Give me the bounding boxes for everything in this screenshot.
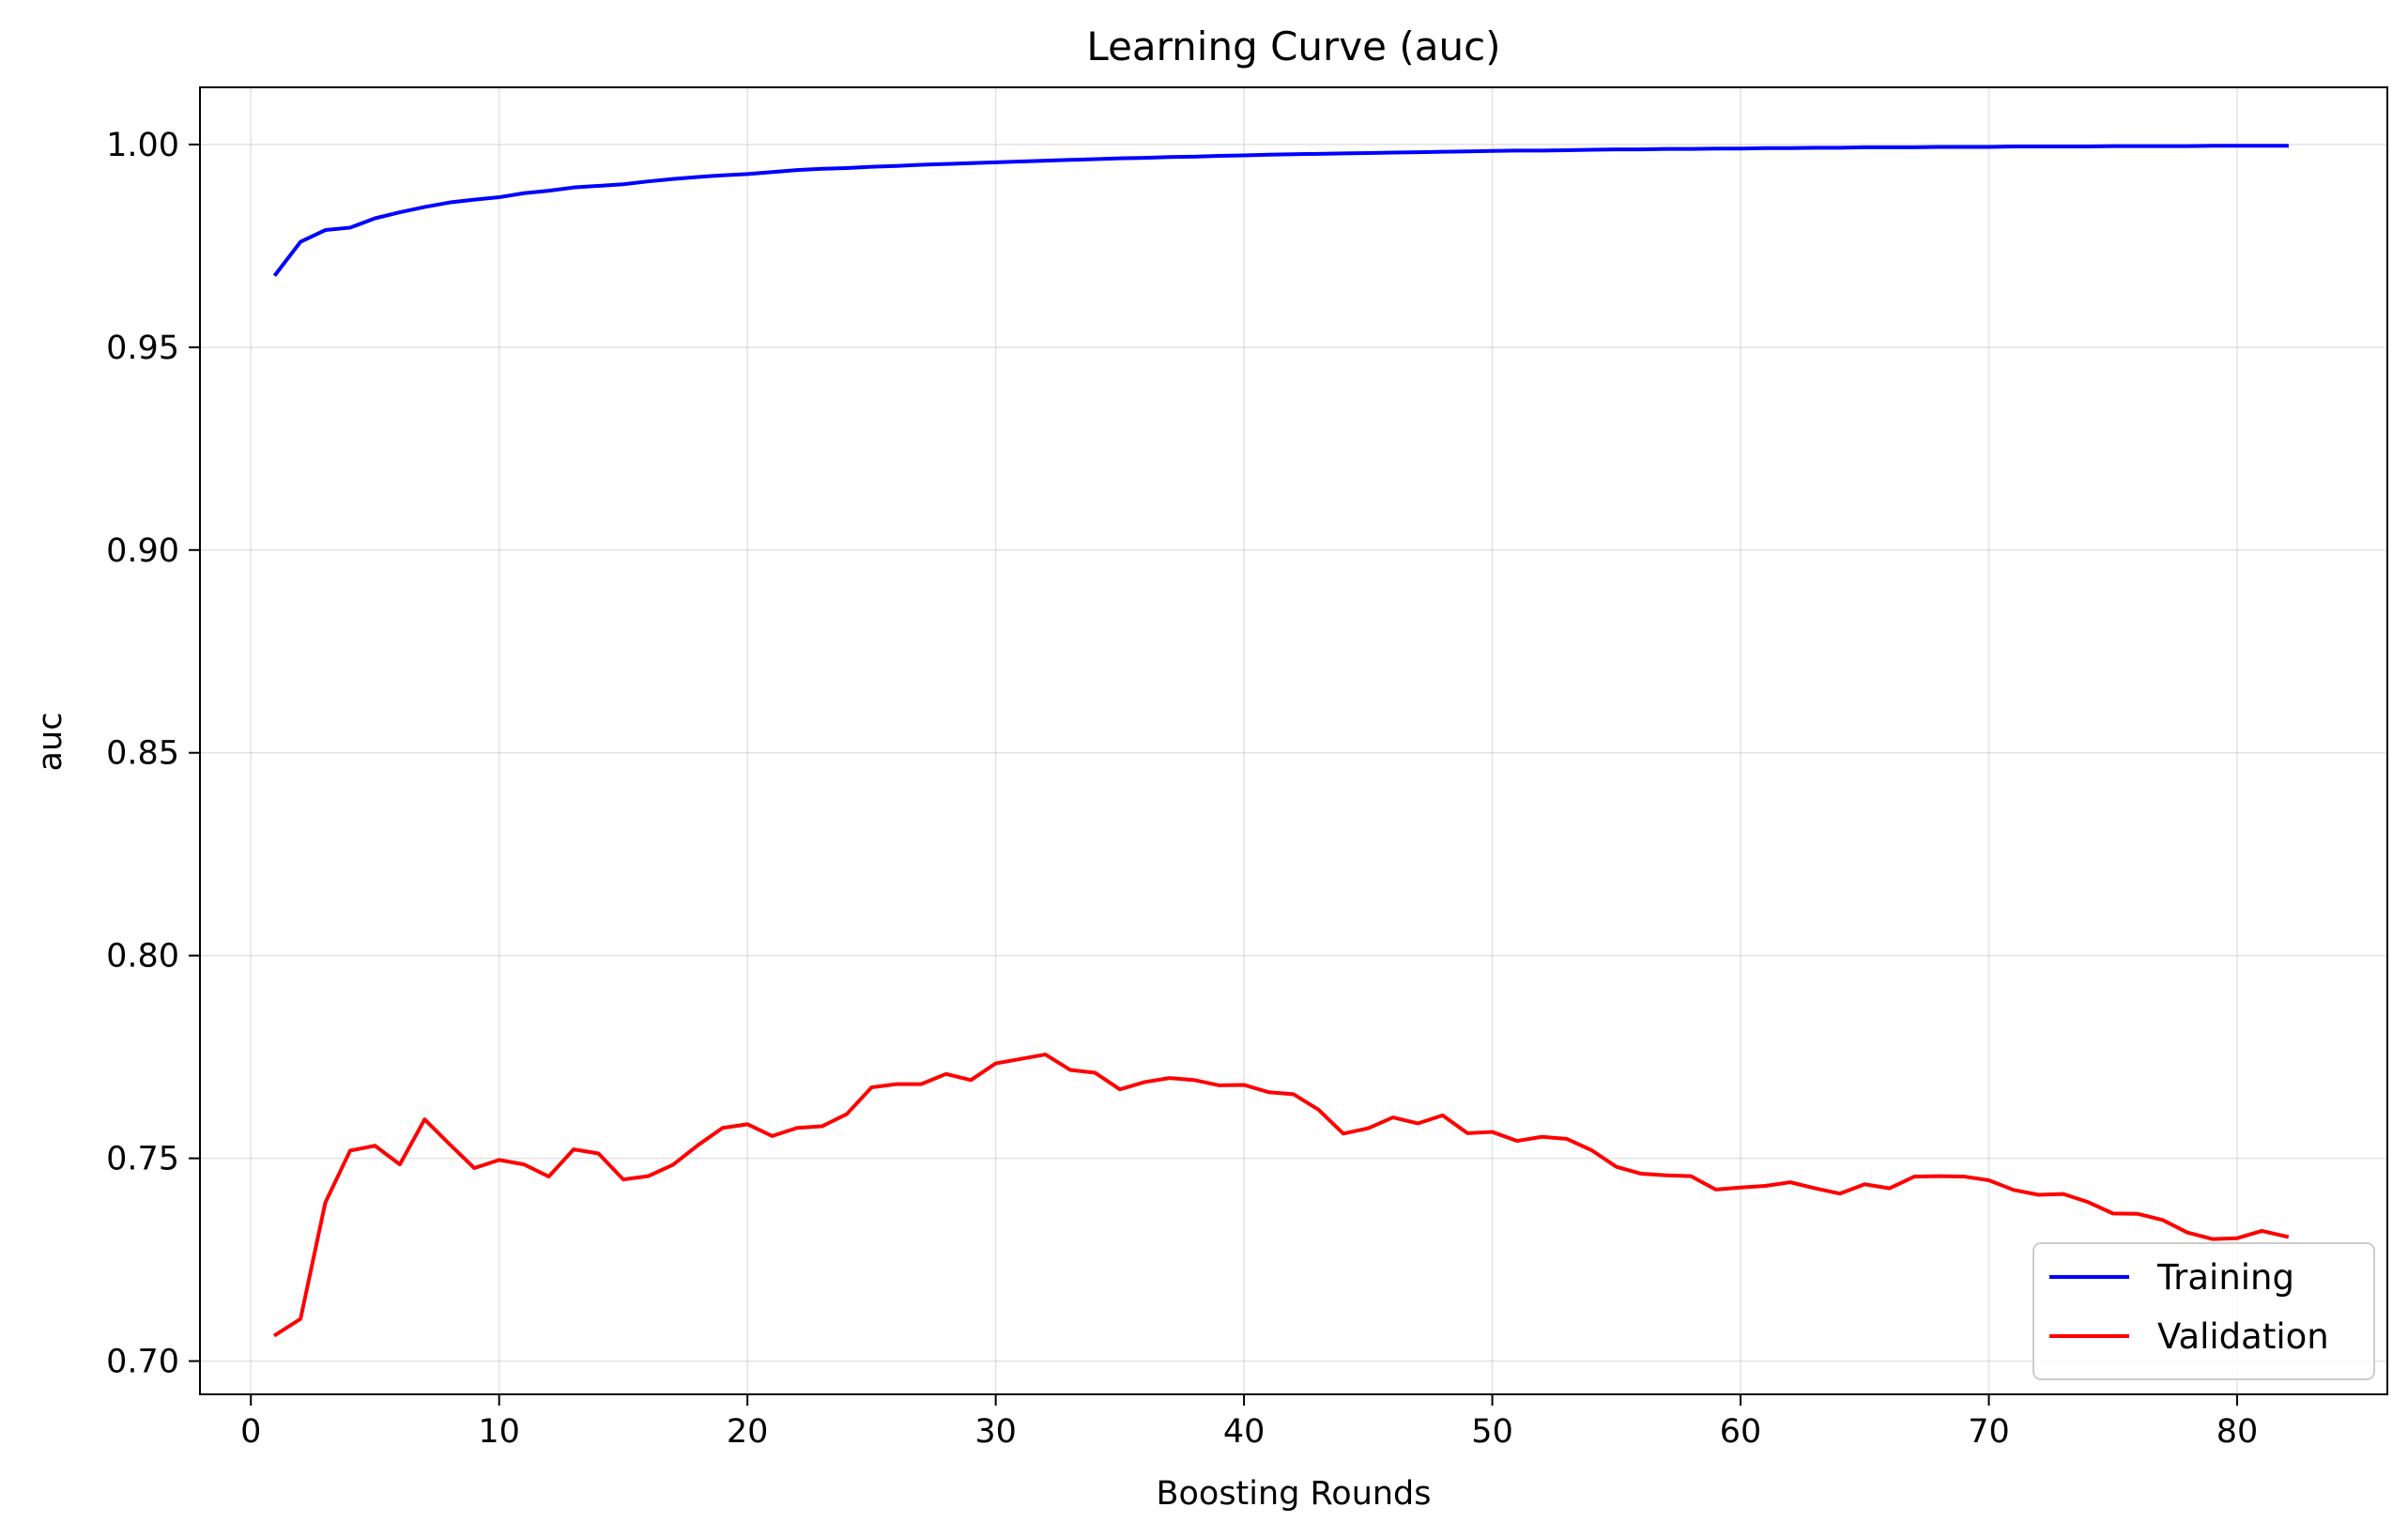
y-tick-label: 0.75 xyxy=(106,1141,179,1178)
y-tick-label: 0.70 xyxy=(106,1344,179,1381)
x-tick-label: 30 xyxy=(974,1413,1017,1451)
legend-label-training: Training xyxy=(2156,1257,2294,1298)
x-tick-label: 10 xyxy=(478,1413,520,1451)
legend-label-validation: Validation xyxy=(2157,1316,2329,1357)
x-tick-label: 50 xyxy=(1471,1413,1513,1451)
x-axis-label: Boosting Rounds xyxy=(1156,1475,1431,1513)
x-tick-label: 20 xyxy=(727,1413,769,1451)
y-axis-label: auc xyxy=(32,713,69,772)
series-line-validation xyxy=(272,1053,2290,1338)
series-line-training xyxy=(272,144,2289,277)
x-tick-label: 0 xyxy=(240,1413,261,1451)
y-tick-label: 0.85 xyxy=(106,735,179,773)
y-tick-label: 0.90 xyxy=(106,532,179,570)
x-tick-label: 70 xyxy=(1968,1413,2010,1451)
grid xyxy=(200,87,2387,1394)
series-layer xyxy=(272,144,2290,1338)
chart-title: Learning Curve (auc) xyxy=(1086,23,1500,69)
legend: Training Validation xyxy=(2032,1242,2375,1380)
y-tick-label: 0.80 xyxy=(106,938,179,976)
y-tick-label: 1.00 xyxy=(106,127,179,164)
x-axis: 0 10 20 30 40 50 60 70 80 xyxy=(240,1394,2258,1451)
x-tick-label: 80 xyxy=(2216,1413,2259,1451)
plot-frame xyxy=(199,86,2388,1395)
y-tick-label: 0.95 xyxy=(106,330,179,367)
y-axis: 0.70 0.75 0.80 0.85 0.90 0.95 1.00 xyxy=(106,127,200,1381)
x-tick-label: 40 xyxy=(1223,1413,1265,1451)
x-tick-label: 60 xyxy=(1720,1413,1762,1451)
